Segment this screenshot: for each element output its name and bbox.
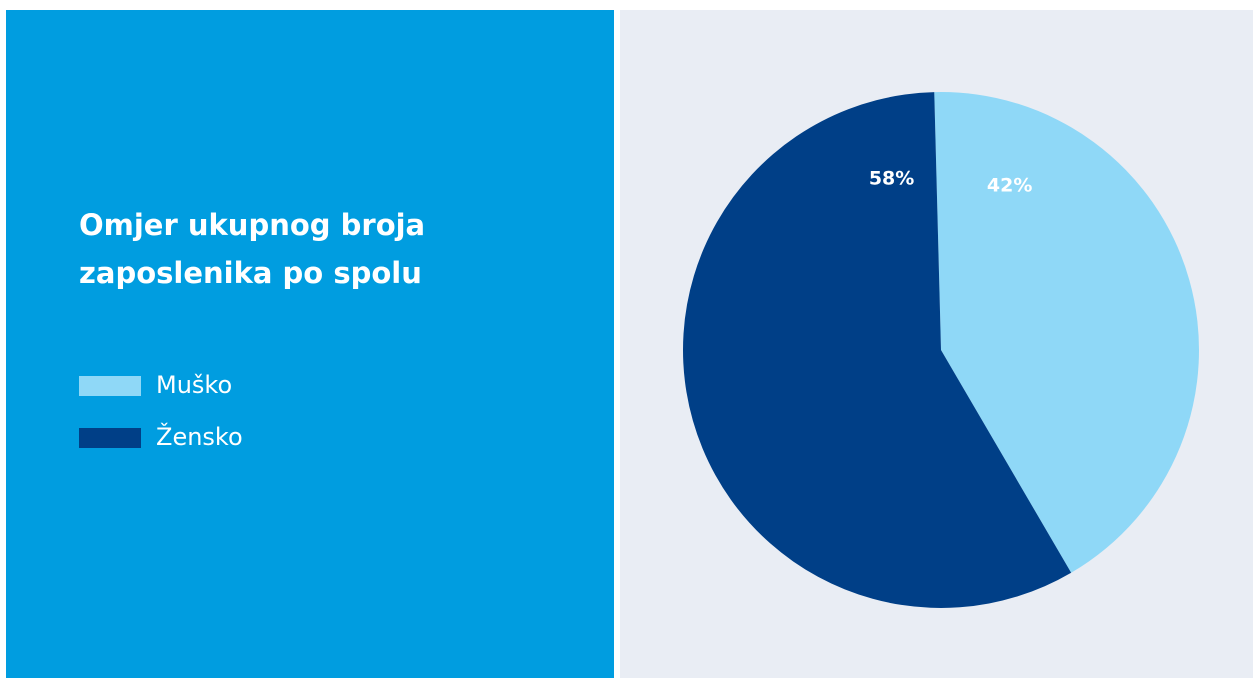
pie-slice-ensko: [683, 92, 1072, 609]
pie-labels: 42% 58%: [869, 167, 1033, 196]
pie-label-muko: 42%: [987, 174, 1032, 196]
pie-label-ensko: 58%: [869, 167, 914, 189]
pie-slices: [683, 92, 1199, 609]
legend-swatch-musko: [79, 376, 141, 396]
pie-chart: 42% 58%: [683, 92, 1199, 609]
legend-swatch-zensko: [79, 428, 141, 448]
legend-label-zensko: Žensko: [156, 423, 243, 451]
chart-title: Omjer ukupnog broja zaposlenika po spolu: [79, 208, 426, 290]
pie-chart-panel: 42% 58%: [620, 10, 1253, 678]
legend-label-musko: Muško: [156, 371, 233, 399]
pie-slice-muko: [934, 92, 1199, 573]
title-legend-panel: Omjer ukupnog broja zaposlenika po spolu…: [6, 10, 614, 678]
